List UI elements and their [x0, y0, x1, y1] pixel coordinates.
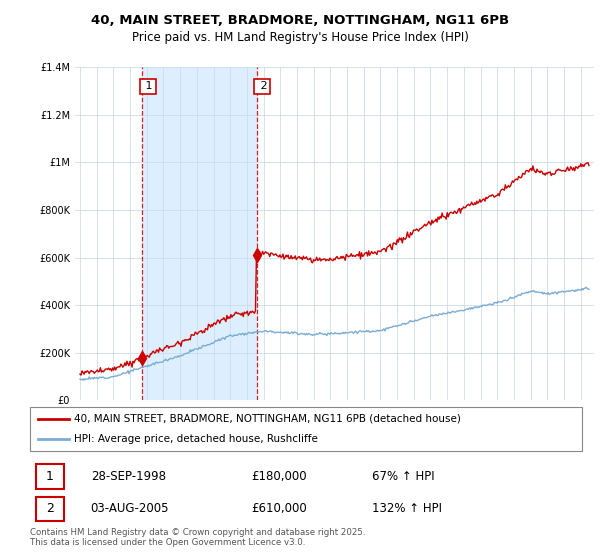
- Bar: [35, 464, 64, 489]
- Text: Price paid vs. HM Land Registry's House Price Index (HPI): Price paid vs. HM Land Registry's House …: [131, 31, 469, 44]
- Bar: [142, 67, 257, 400]
- Text: 2: 2: [257, 82, 267, 91]
- Text: £610,000: £610,000: [251, 502, 307, 515]
- Text: 40, MAIN STREET, BRADMORE, NOTTINGHAM, NG11 6PB: 40, MAIN STREET, BRADMORE, NOTTINGHAM, N…: [91, 14, 509, 27]
- Text: £180,000: £180,000: [251, 470, 307, 483]
- Bar: [35, 497, 64, 521]
- Text: 1: 1: [46, 470, 54, 483]
- Text: HPI: Average price, detached house, Rushcliffe: HPI: Average price, detached house, Rush…: [74, 434, 318, 444]
- Text: 67% ↑ HPI: 67% ↑ HPI: [372, 470, 435, 483]
- Text: 2: 2: [46, 502, 54, 515]
- Text: 28-SEP-1998: 28-SEP-1998: [91, 470, 166, 483]
- Text: 1: 1: [142, 82, 153, 91]
- Text: Contains HM Land Registry data © Crown copyright and database right 2025.
This d: Contains HM Land Registry data © Crown c…: [30, 528, 365, 547]
- Text: 40, MAIN STREET, BRADMORE, NOTTINGHAM, NG11 6PB (detached house): 40, MAIN STREET, BRADMORE, NOTTINGHAM, N…: [74, 414, 461, 424]
- Text: 132% ↑ HPI: 132% ↑ HPI: [372, 502, 442, 515]
- Text: 03-AUG-2005: 03-AUG-2005: [91, 502, 169, 515]
